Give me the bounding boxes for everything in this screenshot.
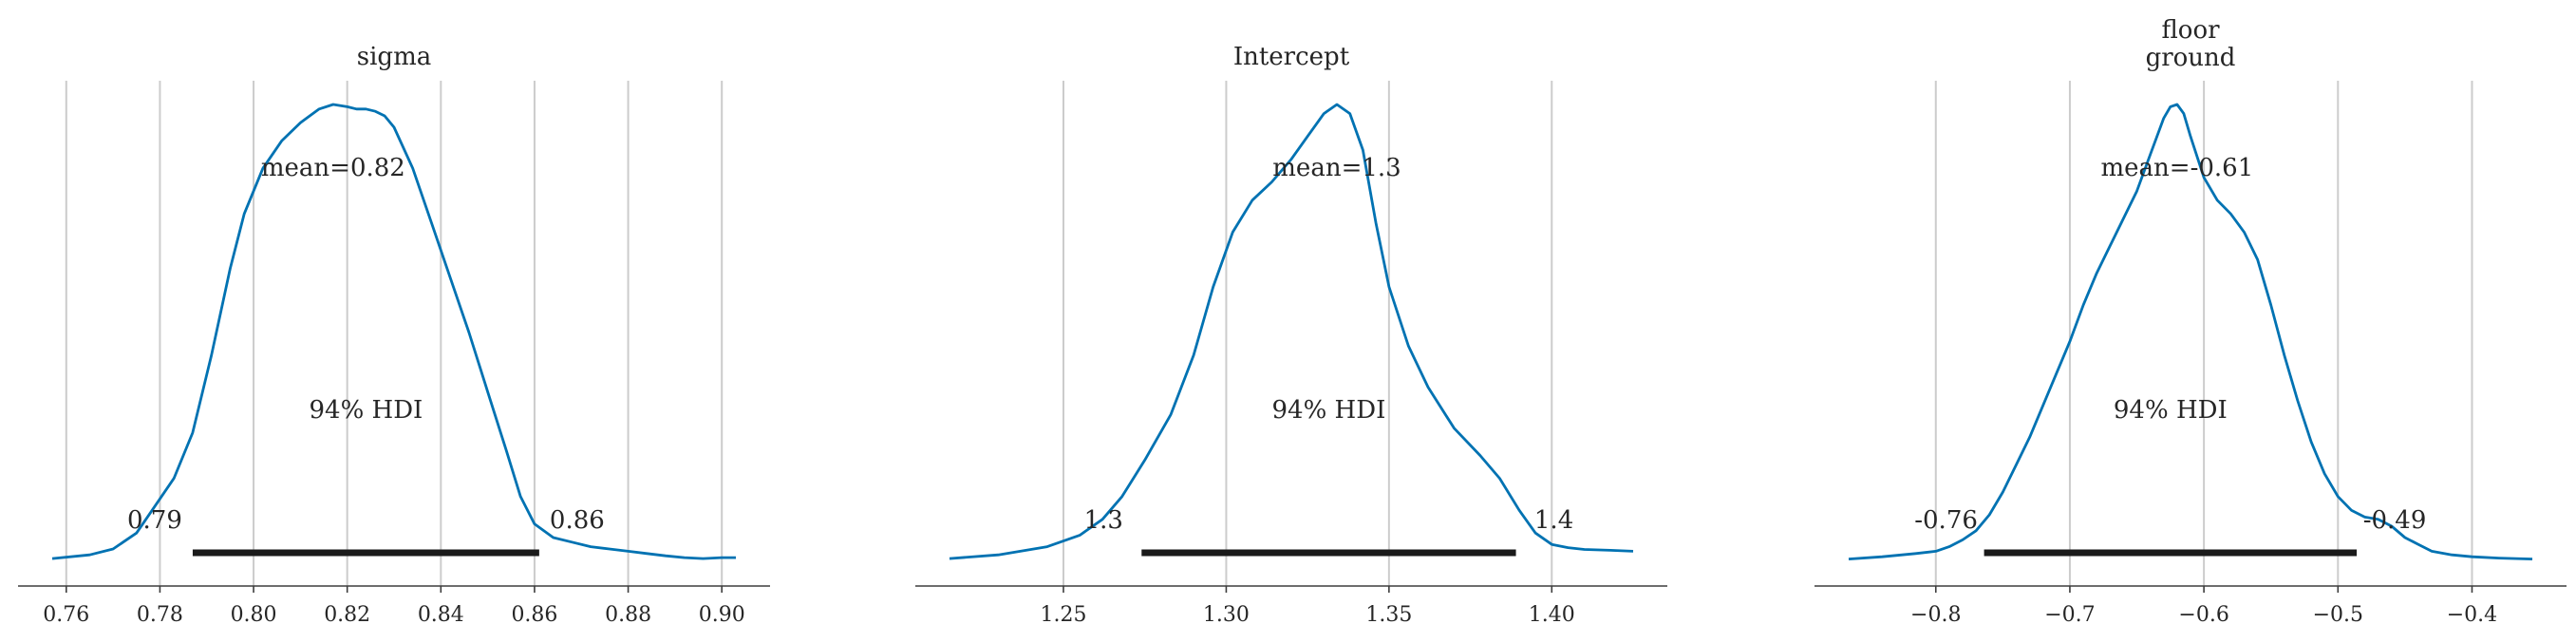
x-tick-label: 0.90 [699, 603, 745, 627]
x-tick-label: 0.84 [418, 603, 464, 627]
hdi-upper-label: 1.4 [1534, 506, 1573, 535]
hdi-label: 94% HDI [1272, 396, 1386, 425]
hdi-lower-label: -0.76 [1914, 506, 1978, 535]
x-tick-label: 0.76 [43, 603, 89, 627]
hdi-upper-label: 0.86 [550, 506, 605, 535]
density-curve [1848, 103, 2533, 560]
x-tick-label: 1.30 [1203, 603, 1250, 627]
mean-label: mean=0.82 [261, 154, 405, 182]
panel-title: floor [2161, 16, 2220, 45]
x-tick-label: 0.80 [231, 603, 277, 627]
mean-label: mean=1.3 [1272, 154, 1401, 182]
hdi-lower-label: 1.3 [1084, 506, 1123, 535]
x-tick-label: 0.78 [137, 603, 183, 627]
x-tick-label: −0.6 [2178, 603, 2228, 627]
hdi-lower-label: 0.79 [127, 506, 182, 535]
density-curve [51, 103, 736, 560]
panel-title: ground [2146, 44, 2236, 72]
hdi-label: 94% HDI [2114, 396, 2228, 425]
x-tick-label: −0.5 [2313, 603, 2363, 627]
mean-label: mean=-0.61 [2101, 154, 2254, 182]
x-tick-label: 1.25 [1041, 603, 1087, 627]
x-tick-label: 1.40 [1529, 603, 1575, 627]
panel-title: Intercept [1233, 43, 1350, 71]
panel-2: 1.25 1.30 1.35 1.40 Intercept mean=1.3 94% HDI… [915, 43, 1667, 627]
x-tick-label: −0.8 [1910, 603, 1961, 627]
x-tick-label: −0.4 [2447, 603, 2497, 627]
x-tick-label: −0.7 [2044, 603, 2095, 627]
panel-1: 0.76 0.78 0.80 0.82 0.84 0.86 0.88 0.90 sigma mea… [18, 43, 770, 627]
x-tick-label: 0.88 [605, 603, 651, 627]
density-curve [949, 103, 1634, 560]
x-tick-label: 0.86 [511, 603, 557, 627]
x-tick-label: 1.35 [1365, 603, 1412, 627]
panel-title: sigma [357, 43, 431, 71]
x-tick-label: 0.82 [324, 603, 370, 627]
hdi-upper-label: -0.49 [2363, 506, 2427, 535]
hdi-label: 94% HDI [309, 396, 423, 425]
